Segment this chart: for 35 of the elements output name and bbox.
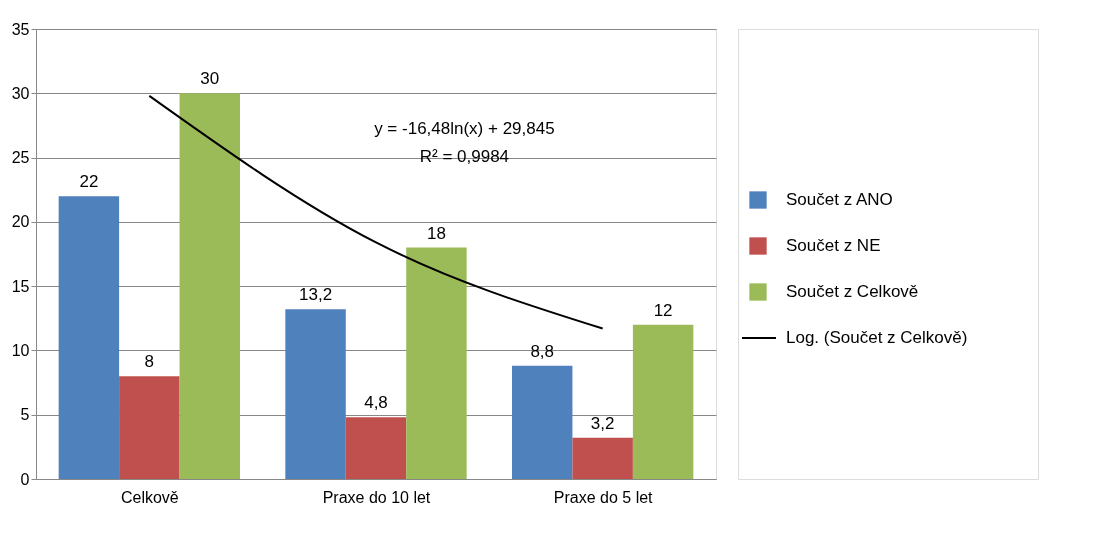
data-label: 4,8 — [364, 393, 388, 413]
bar — [58, 196, 120, 479]
y-tick-label: 30 — [11, 84, 30, 102]
bar — [119, 376, 180, 479]
legend-label: Součet z ANO — [786, 190, 893, 209]
data-label: 22 — [79, 172, 99, 192]
y-tick-label: 15 — [11, 277, 30, 295]
y-tick-label: 0 — [20, 470, 30, 488]
legend-label: Součet z NE — [786, 236, 881, 255]
y-tick-label: 35 — [11, 20, 30, 38]
bar — [345, 417, 407, 479]
x-tick-label: Celkově — [120, 488, 179, 506]
y-tick-label: 25 — [11, 149, 30, 167]
data-label: 8,8 — [530, 341, 555, 361]
annotation: R² = 0,9984 — [419, 147, 510, 166]
bar — [285, 309, 346, 479]
data-label: 30 — [200, 69, 220, 89]
data-label: 18 — [426, 223, 446, 243]
data-label: 8 — [144, 352, 155, 372]
bar — [406, 247, 467, 479]
legend-label: Log. (Součet z Celkově) — [786, 328, 968, 347]
annotation: y = -16,48ln(x) + 29,845 — [374, 119, 555, 138]
y-tick-label: 20 — [11, 213, 30, 231]
bar — [512, 365, 573, 479]
bar — [179, 93, 240, 479]
data-label: 12 — [653, 300, 673, 320]
bar — [632, 324, 694, 479]
data-label: 3,2 — [590, 413, 615, 433]
data-label: 13,2 — [299, 285, 333, 305]
y-tick-label: 10 — [11, 341, 30, 359]
x-tick-label: Praxe do 10 let — [322, 488, 431, 506]
bar — [572, 437, 633, 479]
legend-label: Součet z Celkově — [786, 282, 919, 301]
x-tick-label: Praxe do 5 let — [553, 488, 654, 506]
y-tick-label: 5 — [20, 406, 30, 424]
